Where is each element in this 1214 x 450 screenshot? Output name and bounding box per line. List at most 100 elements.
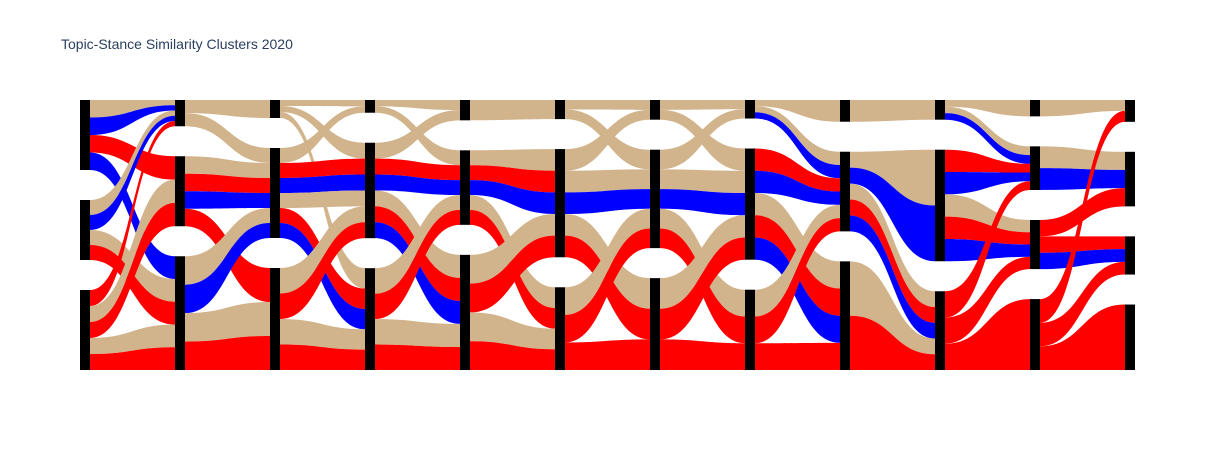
flow-link xyxy=(850,215,935,339)
flow-link xyxy=(1040,100,1125,117)
flow-link xyxy=(660,215,745,309)
flow-link xyxy=(755,193,840,289)
cluster-node xyxy=(460,254,470,370)
flow-link xyxy=(185,113,270,163)
flow-link xyxy=(280,174,365,193)
flow-link xyxy=(850,261,935,355)
nodes-layer xyxy=(80,100,1135,370)
flow-link xyxy=(280,344,365,370)
flow-link xyxy=(1040,110,1125,323)
flow-link xyxy=(565,228,650,343)
chart-title: Topic-Stance Similarity Clusters 2020 xyxy=(61,36,293,52)
cluster-node xyxy=(80,100,90,170)
flow-link xyxy=(90,202,175,338)
flow-link xyxy=(375,195,460,294)
cluster-node xyxy=(365,100,375,113)
flow-link xyxy=(755,148,840,192)
flow-link xyxy=(470,341,555,370)
cluster-node xyxy=(840,261,850,370)
flow-link xyxy=(850,100,935,122)
cluster-node xyxy=(650,100,660,120)
flow-link xyxy=(850,199,935,323)
cluster-node xyxy=(1125,304,1135,370)
flow-link xyxy=(470,180,555,214)
cluster-node xyxy=(80,290,90,370)
cluster-node xyxy=(270,100,280,118)
flow-link xyxy=(280,222,365,319)
flow-link xyxy=(850,167,935,262)
flow-link xyxy=(945,256,1030,344)
flow-link xyxy=(280,319,365,350)
flow-link xyxy=(185,191,270,209)
flow-link xyxy=(945,149,1030,173)
flow-link xyxy=(660,169,745,193)
cluster-node xyxy=(365,268,375,370)
flow-link xyxy=(470,100,555,121)
flow-link xyxy=(280,158,365,178)
cluster-node xyxy=(460,150,470,225)
flow-link xyxy=(470,149,555,171)
flow-link xyxy=(755,100,840,122)
cluster-node xyxy=(935,149,945,262)
flow-link xyxy=(375,319,460,347)
flow-link xyxy=(755,112,840,179)
flow-link xyxy=(90,105,175,135)
flow-link xyxy=(90,179,175,322)
flow-link xyxy=(90,245,175,325)
flow-link xyxy=(470,312,555,350)
flow-link xyxy=(280,100,365,107)
flow-link xyxy=(470,235,555,313)
flow-link xyxy=(850,315,935,370)
flow-link xyxy=(90,115,175,230)
flow-link xyxy=(1040,168,1125,190)
flow-link xyxy=(470,165,555,193)
flow-link xyxy=(850,149,935,206)
cluster-node xyxy=(745,100,755,119)
flow-link xyxy=(90,110,175,215)
cluster-node xyxy=(175,156,185,227)
flow-link xyxy=(1040,304,1125,370)
cluster-node xyxy=(1125,100,1135,122)
flow-link xyxy=(280,190,365,208)
cluster-node xyxy=(1125,236,1135,275)
flow-link xyxy=(185,208,270,285)
cluster-node xyxy=(270,268,280,370)
flow-link xyxy=(565,339,650,370)
flow-link xyxy=(375,222,460,324)
flow-link xyxy=(1040,261,1125,347)
flow-link xyxy=(945,181,1030,318)
cluster-node xyxy=(555,149,565,258)
flow-link xyxy=(280,106,365,163)
flow-link xyxy=(945,299,1030,370)
flow-link xyxy=(660,109,745,170)
flow-link xyxy=(185,302,270,342)
cluster-node xyxy=(840,151,850,232)
flow-link xyxy=(755,218,840,344)
flow-link xyxy=(945,172,1030,195)
flow-link xyxy=(185,100,270,118)
cluster-node xyxy=(840,100,850,122)
flow-link xyxy=(375,209,460,320)
flow-link xyxy=(850,183,935,307)
flow-link xyxy=(375,344,460,370)
flow-link xyxy=(185,223,270,314)
flow-link xyxy=(280,206,365,294)
flow-link xyxy=(375,110,460,159)
flow-link xyxy=(755,204,840,317)
cluster-node xyxy=(935,100,945,120)
cluster-node xyxy=(650,278,660,370)
flow-link xyxy=(1040,249,1125,270)
flow-link xyxy=(945,194,1030,233)
flow-link xyxy=(90,100,175,118)
flow-link xyxy=(660,339,745,370)
cluster-node xyxy=(650,149,660,249)
flow-link xyxy=(375,158,460,181)
flow-link xyxy=(470,214,555,284)
flow-link xyxy=(90,121,175,306)
cluster-node xyxy=(555,100,565,120)
cluster-node xyxy=(175,256,185,370)
flow-link xyxy=(565,189,650,214)
cluster-node xyxy=(1030,220,1040,270)
flow-link xyxy=(945,100,1030,117)
